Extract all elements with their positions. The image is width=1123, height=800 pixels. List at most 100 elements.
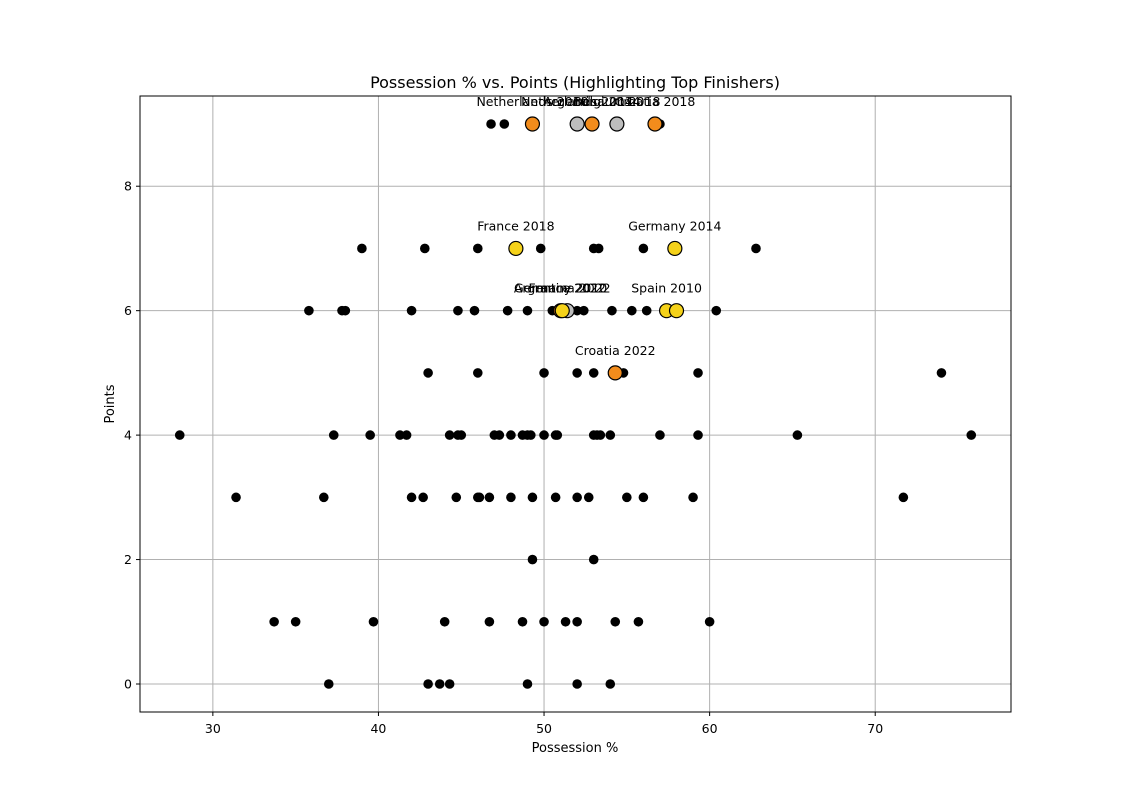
x-tick-label: 40: [370, 721, 386, 736]
data-point: [451, 492, 462, 503]
data-point: [469, 305, 480, 316]
data-point: [572, 305, 582, 316]
data-point: [638, 492, 649, 503]
data-point: [638, 243, 649, 254]
data-point: [605, 430, 616, 440]
data-point: [522, 679, 533, 689]
data-point: [655, 430, 665, 440]
data-point: [506, 430, 516, 440]
data-point: [688, 492, 698, 503]
axis-ticks: 30 40 50 60 70 0 2 4 6 8: [124, 179, 883, 736]
point-annotation: Belgium 2018: [573, 94, 660, 109]
data-points: [174, 119, 977, 689]
data-point: [633, 616, 644, 627]
data-point: [499, 119, 510, 129]
highlighted-points: [508, 116, 685, 381]
data-point: [304, 305, 314, 316]
data-point: [560, 616, 571, 627]
data-point: [527, 554, 538, 565]
data-point: [792, 430, 803, 440]
highlight-point-third: [609, 116, 625, 132]
y-tick-label: 4: [124, 428, 132, 443]
data-point: [290, 616, 301, 627]
data-point: [423, 679, 433, 689]
data-point: [711, 305, 722, 316]
data-point: [595, 430, 606, 440]
point-annotation: Argentina 2014: [544, 94, 641, 109]
point-annotation: Netherlands 2014: [521, 94, 633, 109]
data-point: [269, 616, 279, 627]
data-point: [502, 305, 513, 316]
highlight-point-champion: [667, 240, 683, 257]
data-point: [456, 430, 467, 440]
point-annotation: Germany 2010: [514, 281, 607, 296]
data-point: [365, 430, 375, 440]
data-point: [444, 679, 455, 689]
x-tick-label: 70: [867, 721, 883, 736]
data-point: [583, 492, 594, 503]
x-tick-label: 60: [702, 721, 718, 736]
data-point: [605, 679, 616, 689]
data-point: [539, 430, 549, 440]
highlight-point-champion: [554, 303, 570, 319]
data-point: [473, 243, 483, 254]
data-point: [525, 430, 536, 440]
data-point: [936, 368, 947, 378]
y-tick-label: 6: [124, 303, 132, 318]
point-annotation: Croatia 2022: [575, 343, 656, 358]
data-point: [539, 616, 549, 627]
data-point: [550, 492, 561, 503]
data-point: [522, 305, 533, 316]
highlight-point-champion: [668, 303, 685, 319]
data-point: [506, 492, 516, 503]
highlight-point-runner-up: [647, 116, 663, 132]
data-point: [588, 554, 599, 565]
data-point: [527, 492, 538, 503]
data-point: [474, 492, 485, 503]
point-annotation: Croatia 2018: [615, 94, 696, 109]
data-point: [572, 368, 582, 378]
point-annotation: Argentina 2022: [514, 281, 611, 296]
data-point: [572, 679, 582, 689]
chart-title: Possession % vs. Points (Highlighting To…: [370, 73, 780, 92]
data-point: [535, 243, 546, 254]
point-annotation: Netherlands 2010: [476, 94, 588, 109]
data-point: [966, 430, 977, 440]
data-point: [174, 430, 185, 440]
highlight-point-runner-up: [607, 365, 623, 381]
data-point: [406, 305, 417, 316]
data-point: [406, 492, 417, 503]
data-point: [593, 243, 604, 254]
data-point: [517, 616, 528, 627]
data-point: [323, 679, 334, 689]
data-point: [704, 616, 715, 627]
data-point: [319, 492, 329, 503]
y-axis-label: Points: [103, 384, 118, 423]
data-point: [340, 305, 351, 316]
data-point: [420, 243, 430, 254]
highlight-point-runner-up: [584, 116, 600, 132]
data-point: [552, 430, 563, 440]
data-point: [898, 492, 909, 503]
data-point: [439, 616, 450, 627]
point-annotation: Germany 2014: [628, 218, 721, 233]
data-point: [578, 305, 589, 316]
point-annotation: France 2018: [477, 218, 554, 233]
data-point: [401, 430, 412, 440]
data-point: [418, 492, 428, 503]
data-point: [444, 430, 455, 440]
point-annotation: France 2022: [529, 281, 606, 296]
data-point: [423, 368, 433, 378]
data-point: [434, 679, 445, 689]
x-tick-label: 30: [205, 721, 221, 736]
data-point: [484, 492, 495, 503]
highlight-point-runner-up: [524, 116, 541, 132]
data-point: [610, 616, 621, 627]
data-point: [473, 368, 483, 378]
data-point: [494, 430, 505, 440]
data-point: [751, 243, 761, 254]
data-point: [368, 616, 379, 627]
